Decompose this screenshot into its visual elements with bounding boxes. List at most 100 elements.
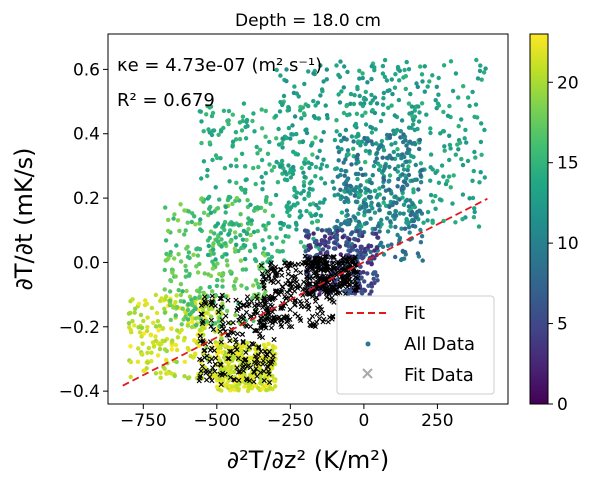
all-data-point <box>362 205 367 210</box>
fit-data-point <box>292 284 299 290</box>
fit-data-point <box>304 298 310 304</box>
all-data-point <box>433 98 438 103</box>
all-data-point <box>210 321 216 326</box>
all-data-point <box>344 208 350 213</box>
all-data-point <box>415 251 421 256</box>
all-data-point <box>214 237 219 242</box>
all-data-point <box>479 121 484 126</box>
fit-data-point <box>219 292 225 298</box>
fit-data-point <box>312 257 318 263</box>
fit-line-layer <box>122 197 488 387</box>
all-data-point <box>267 356 272 361</box>
all-data-point <box>184 288 189 294</box>
all-data-point <box>341 110 347 116</box>
all-data-point <box>170 338 175 343</box>
fit-data-point <box>212 361 218 367</box>
all-data-point <box>217 197 222 202</box>
all-data-point <box>234 164 239 169</box>
all-data-point <box>387 173 393 178</box>
all-data-point <box>215 221 221 226</box>
all-data-point <box>274 159 279 165</box>
fit-data-point <box>223 313 229 319</box>
legend-all-data-label: All Data <box>404 334 475 355</box>
all-data-point <box>464 140 469 145</box>
all-data-point <box>417 199 423 205</box>
all-data-point <box>465 95 471 100</box>
all-data-point <box>260 238 265 243</box>
fit-data-point <box>285 271 291 277</box>
all-data-point <box>273 113 279 119</box>
all-data-point <box>174 243 179 248</box>
all-data-point <box>215 261 220 266</box>
all-data-point <box>389 142 394 147</box>
all-data-point <box>154 310 160 316</box>
all-data-point <box>294 91 299 96</box>
all-data-point <box>425 218 430 223</box>
all-data-point <box>363 122 369 127</box>
all-data-point <box>331 246 337 251</box>
all-data-point <box>393 72 398 77</box>
all-data-point <box>273 384 278 389</box>
all-data-point <box>307 186 312 191</box>
all-data-point <box>269 168 274 173</box>
all-data-point <box>346 152 351 157</box>
all-data-point <box>401 132 406 137</box>
all-data-point <box>380 155 385 160</box>
fit-data-point <box>332 282 338 288</box>
all-data-point <box>456 124 461 129</box>
all-data-point <box>366 194 372 200</box>
all-data-point <box>153 371 159 376</box>
all-data-point <box>302 81 307 87</box>
y-tick-label: −0.2 <box>59 318 100 338</box>
all-data-point <box>334 234 339 239</box>
all-data-point <box>342 64 347 69</box>
all-data-point <box>263 134 268 139</box>
all-data-point <box>208 229 214 234</box>
fit-data-point <box>305 261 312 267</box>
all-data-point <box>353 171 359 177</box>
all-data-point <box>163 294 169 299</box>
all-data-point <box>221 108 227 114</box>
fit-data-point <box>247 378 253 384</box>
all-data-point <box>372 280 377 286</box>
all-data-point <box>151 320 156 325</box>
all-data-point <box>168 317 173 323</box>
all-data-point <box>266 341 271 347</box>
all-data-point <box>339 147 344 152</box>
all-data-point <box>219 336 224 341</box>
all-data-point <box>243 187 248 192</box>
fit-data-point <box>266 379 273 386</box>
fit-data-point <box>261 368 267 374</box>
all-data-point <box>268 201 273 206</box>
all-data-point <box>284 78 289 84</box>
all-data-point <box>402 67 407 73</box>
all-data-point <box>232 364 237 369</box>
all-data-point <box>342 173 347 178</box>
all-data-point <box>256 164 261 170</box>
fit-data-point <box>285 266 291 272</box>
fit-data-point <box>247 324 254 330</box>
all-data-point <box>240 237 246 242</box>
fit-data-point <box>256 345 262 351</box>
fit-data-point <box>284 289 290 295</box>
all-data-point <box>200 308 206 313</box>
fit-data-point <box>202 347 208 353</box>
all-data-point <box>223 241 228 246</box>
all-data-point <box>215 277 220 283</box>
all-data-point <box>445 113 451 119</box>
fit-data-point <box>272 267 278 273</box>
all-data-point <box>404 143 409 148</box>
fit-data-point <box>253 328 259 334</box>
x-tick-label: −250 <box>267 411 314 431</box>
all-data-point <box>430 167 435 172</box>
all-data-point <box>266 221 271 226</box>
fit-data-point <box>307 317 313 323</box>
fit-data-point <box>264 268 270 275</box>
all-data-point <box>465 158 471 164</box>
all-data-point <box>345 69 350 75</box>
fit-data-point <box>285 277 291 283</box>
all-data-point <box>358 192 363 198</box>
fit-data-point <box>292 273 299 279</box>
all-data-point <box>260 180 266 185</box>
all-data-point <box>358 183 363 188</box>
